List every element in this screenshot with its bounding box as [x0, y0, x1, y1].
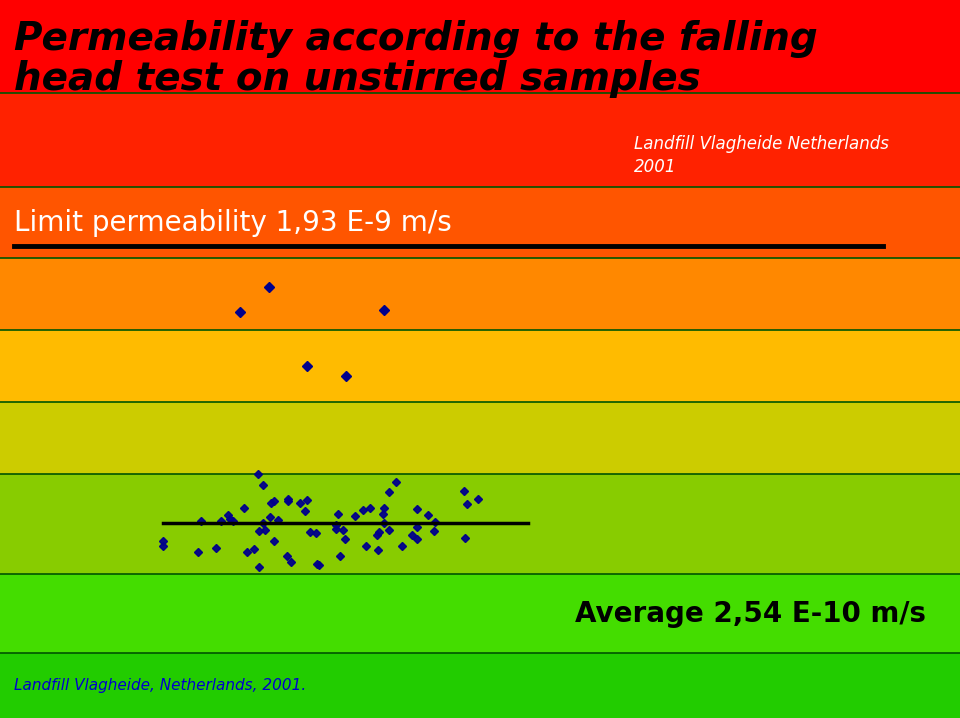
Bar — [0, 330, 960, 402]
Bar — [0, 574, 960, 653]
Bar — [0, 474, 960, 574]
Bar — [0, 258, 960, 330]
Bar — [0, 187, 960, 258]
Text: Limit permeability 1,93 E-9 m/s: Limit permeability 1,93 E-9 m/s — [14, 209, 452, 236]
Text: Landfill Vlagheide, Netherlands, 2001.: Landfill Vlagheide, Netherlands, 2001. — [14, 679, 306, 693]
Text: Average 2,54 E-10 m/s: Average 2,54 E-10 m/s — [575, 600, 926, 628]
Bar — [0, 402, 960, 474]
Bar — [0, 93, 960, 187]
Text: Permeability according to the falling: Permeability according to the falling — [14, 21, 818, 58]
Bar — [0, 653, 960, 718]
Text: 2001: 2001 — [634, 157, 676, 176]
Text: head test on unstirred samples: head test on unstirred samples — [14, 60, 701, 98]
Bar — [0, 0, 960, 93]
Text: Landfill Vlagheide Netherlands: Landfill Vlagheide Netherlands — [634, 134, 888, 153]
